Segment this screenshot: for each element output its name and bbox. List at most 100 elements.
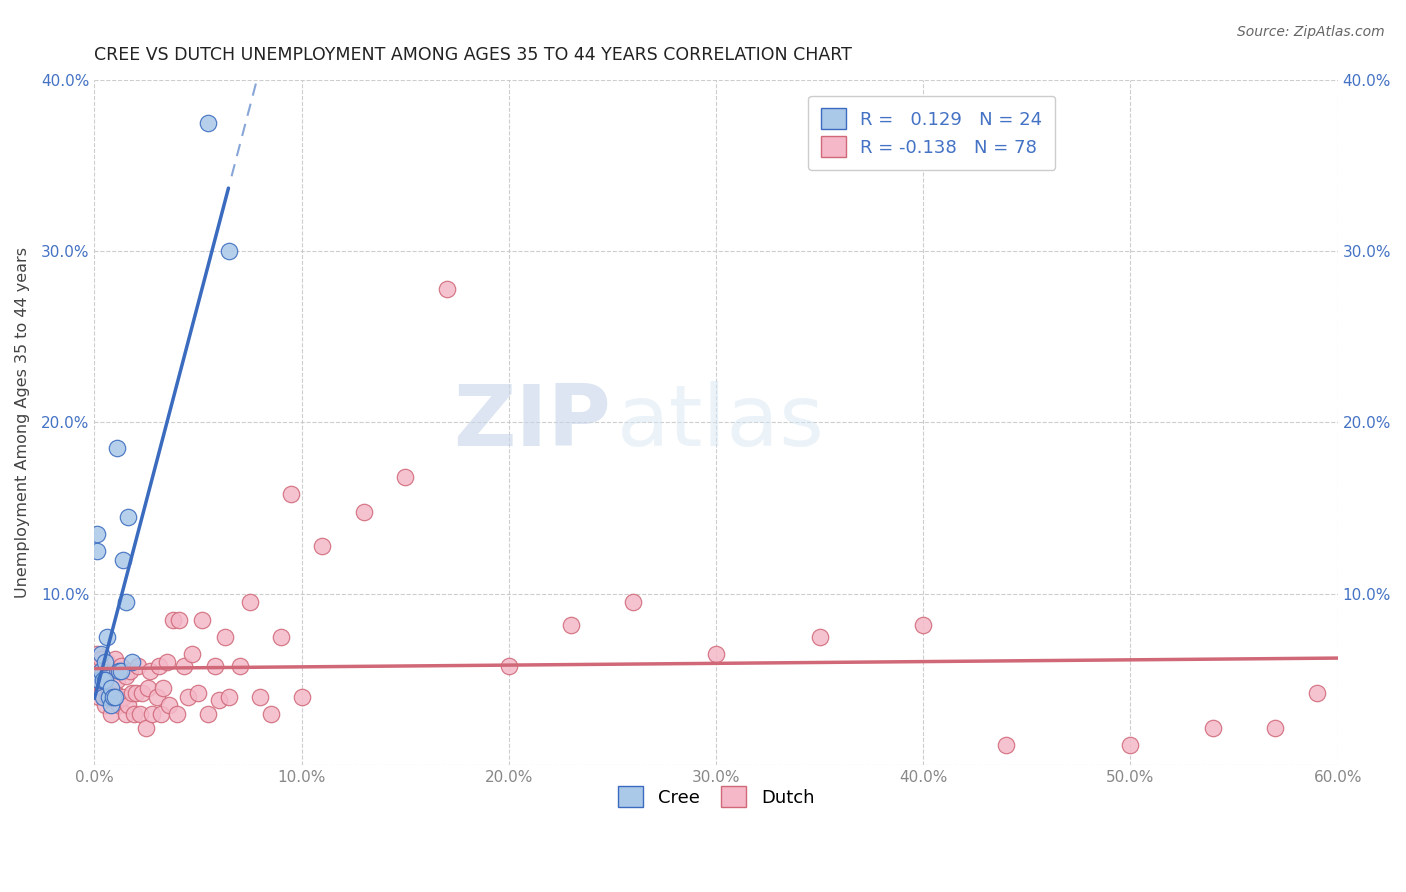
Text: Source: ZipAtlas.com: Source: ZipAtlas.com	[1237, 25, 1385, 39]
Point	[114, 706, 136, 721]
Point	[105, 673, 128, 687]
Point	[108, 664, 131, 678]
Point	[621, 595, 644, 609]
Point	[218, 244, 240, 258]
Point	[96, 656, 118, 670]
Point	[191, 613, 214, 627]
Point	[118, 664, 141, 678]
Point	[114, 669, 136, 683]
Point	[91, 673, 114, 687]
Point	[86, 526, 108, 541]
Point	[104, 690, 127, 704]
Point	[138, 681, 160, 695]
Point	[90, 652, 112, 666]
Point	[90, 664, 112, 678]
Point	[204, 658, 226, 673]
Point	[808, 630, 831, 644]
Point	[156, 656, 179, 670]
Point	[173, 658, 195, 673]
Point	[214, 630, 236, 644]
Point	[169, 613, 191, 627]
Point	[117, 698, 139, 713]
Point	[121, 656, 143, 670]
Point	[90, 647, 112, 661]
Text: CREE VS DUTCH UNEMPLOYMENT AMONG AGES 35 TO 44 YEARS CORRELATION CHART: CREE VS DUTCH UNEMPLOYMENT AMONG AGES 35…	[94, 46, 852, 64]
Point	[1202, 721, 1225, 735]
Point	[149, 706, 172, 721]
Point	[98, 690, 121, 704]
Point	[91, 664, 114, 678]
Point	[228, 658, 250, 673]
Point	[122, 706, 145, 721]
Point	[180, 647, 202, 661]
Point	[87, 658, 110, 673]
Point	[104, 686, 127, 700]
Point	[135, 721, 157, 735]
Point	[105, 441, 128, 455]
Point	[114, 595, 136, 609]
Point	[90, 686, 112, 700]
Point	[141, 706, 163, 721]
Point	[311, 539, 333, 553]
Point	[117, 509, 139, 524]
Point	[94, 698, 117, 713]
Point	[157, 698, 180, 713]
Point	[291, 690, 314, 704]
Point	[239, 595, 262, 609]
Point	[104, 652, 127, 666]
Point	[94, 673, 117, 687]
Point	[87, 690, 110, 704]
Point	[139, 664, 162, 678]
Point	[1306, 686, 1329, 700]
Point	[187, 686, 209, 700]
Point	[152, 681, 174, 695]
Point	[98, 681, 121, 695]
Point	[995, 738, 1018, 752]
Point	[100, 664, 122, 678]
Point	[112, 690, 135, 704]
Point	[208, 693, 231, 707]
Point	[127, 658, 149, 673]
Point	[912, 617, 935, 632]
Y-axis label: Unemployment Among Ages 35 to 44 years: Unemployment Among Ages 35 to 44 years	[15, 247, 30, 598]
Point	[131, 686, 153, 700]
Point	[83, 664, 105, 678]
Point	[125, 686, 148, 700]
Point	[560, 617, 582, 632]
Point	[112, 552, 135, 566]
Point	[394, 470, 416, 484]
Point	[436, 282, 458, 296]
Point	[249, 690, 271, 704]
Point	[94, 656, 117, 670]
Point	[110, 658, 132, 673]
Point	[121, 686, 143, 700]
Text: atlas: atlas	[617, 381, 824, 464]
Point	[86, 544, 108, 558]
Point	[86, 647, 108, 661]
Point	[280, 487, 302, 501]
Point	[108, 698, 131, 713]
Point	[270, 630, 292, 644]
Point	[100, 681, 122, 695]
Point	[177, 690, 200, 704]
Point	[498, 658, 520, 673]
Point	[145, 690, 167, 704]
Legend: Cree, Dutch: Cree, Dutch	[610, 779, 821, 814]
Point	[91, 690, 114, 704]
Point	[197, 115, 219, 129]
Point	[1119, 738, 1142, 752]
Point	[110, 664, 132, 678]
Point	[166, 706, 188, 721]
Point	[100, 706, 122, 721]
Point	[259, 706, 281, 721]
Text: ZIP: ZIP	[453, 381, 610, 464]
Point	[1264, 721, 1286, 735]
Point	[101, 690, 124, 704]
Point	[100, 698, 122, 713]
Point	[129, 706, 152, 721]
Point	[704, 647, 727, 661]
Point	[218, 690, 240, 704]
Point	[148, 658, 170, 673]
Point	[353, 504, 375, 518]
Point	[96, 630, 118, 644]
